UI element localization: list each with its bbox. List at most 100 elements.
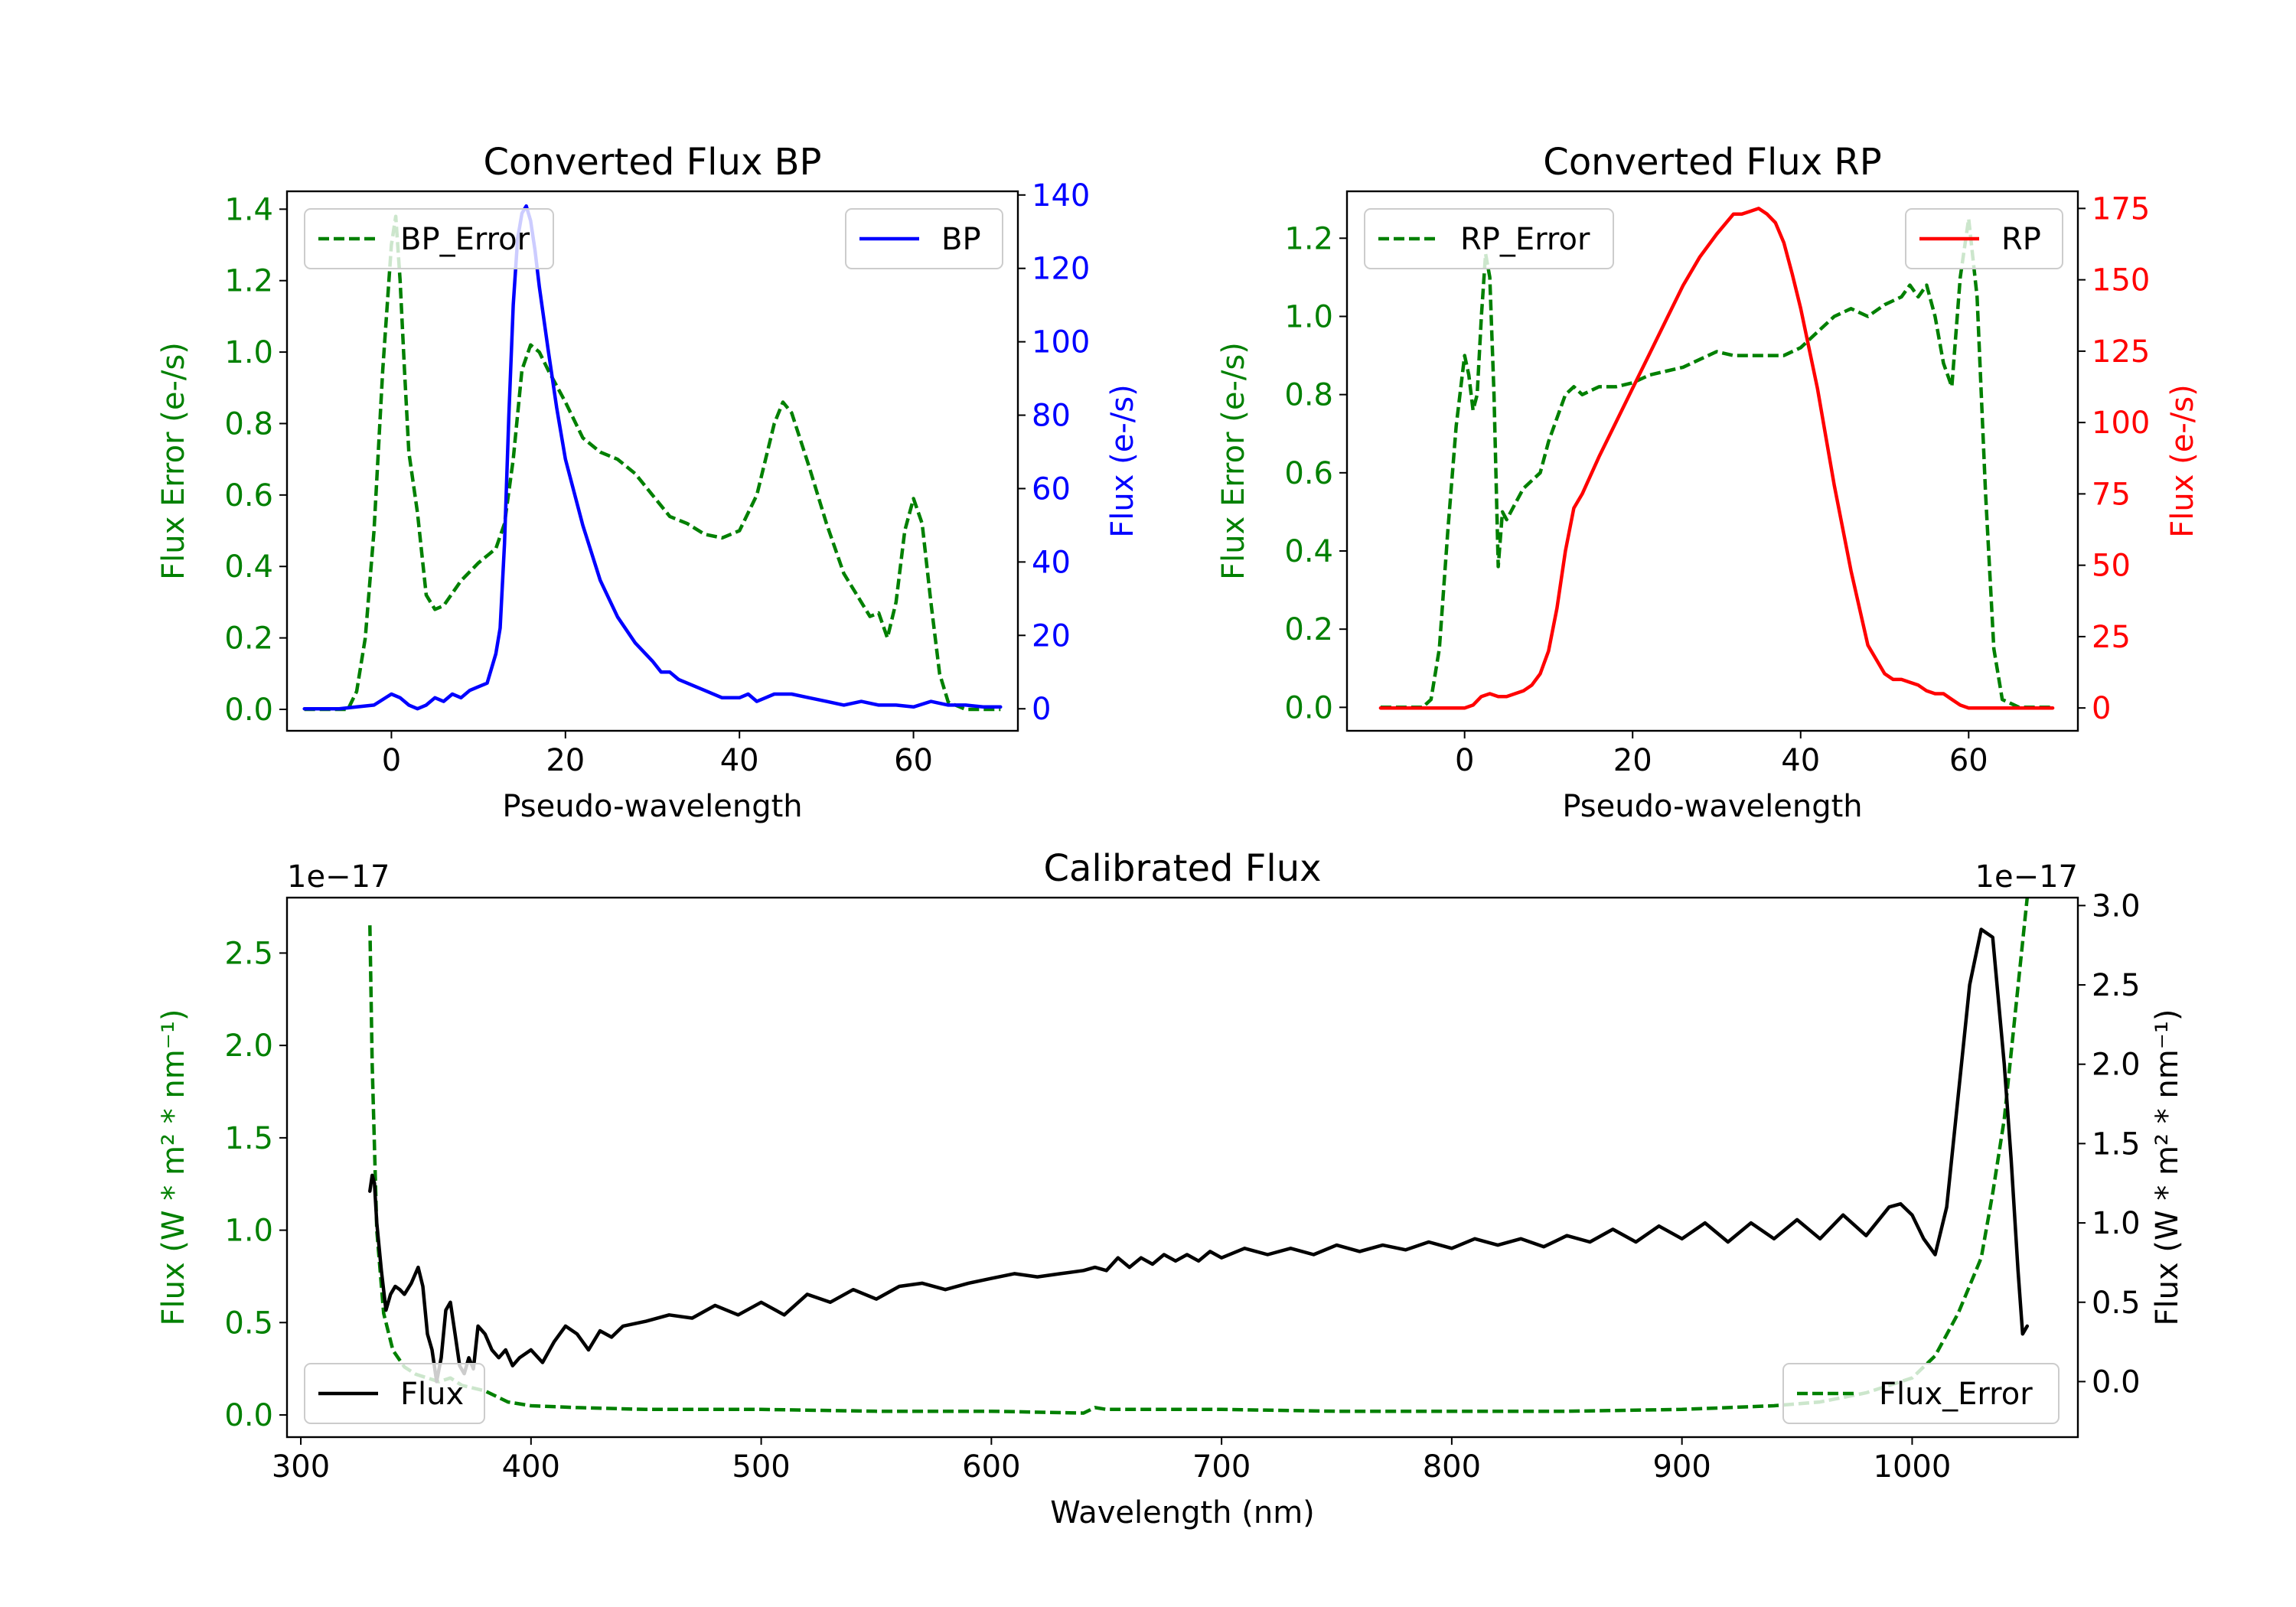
x-axis-label: Pseudo-wavelength (502, 789, 802, 824)
legend-box (1905, 208, 2063, 269)
y-left-tick-label: 1.2 (1284, 221, 1333, 256)
y-right-tick-label: 2.0 (2092, 1048, 2141, 1083)
y-right-tick-label: 25 (2092, 620, 2131, 655)
y-right-tick-label: 0.5 (2092, 1286, 2141, 1321)
x-tick-label: 60 (1949, 743, 1988, 778)
x-tick-label: 500 (732, 1449, 790, 1485)
x-tick-label: 60 (894, 743, 933, 778)
y-right-tick-label: 80 (1032, 399, 1071, 434)
x-tick-label: 300 (272, 1449, 330, 1485)
y-left-tick-label: 0.8 (224, 406, 273, 442)
y-left-tick-label: 0.6 (224, 478, 273, 513)
y-right-tick-label: 20 (1032, 618, 1071, 654)
chart-rp: 0 20 40 60 0.0 0.2 0.4 0.6 0.8 1.0 1.2 0 25 50 75 100 12… (1216, 141, 2200, 824)
y-right-tick-label: 0.0 (2092, 1364, 2141, 1400)
y-left-tick-label: 0.2 (1284, 612, 1333, 647)
legend-box (845, 208, 1003, 269)
legend-error: BP_Error (304, 208, 554, 269)
y-left-tick-label: 1.4 (224, 192, 273, 227)
chart-title: Converted Flux RP (1543, 141, 1881, 184)
y-right-tick-label: 0 (1032, 692, 1051, 727)
y-left-tick-label: 0.5 (224, 1305, 273, 1341)
legend-box (1364, 208, 1614, 269)
y-right-tick-label: 60 (1032, 471, 1071, 507)
y-right-tick-label: 50 (2092, 549, 2131, 584)
legend-box (304, 1363, 485, 1424)
series-line-bp-error (304, 214, 1001, 712)
y-right-tick-label: 2.5 (2092, 968, 2141, 1003)
series-line-flux (368, 927, 2030, 1384)
series-line-bp (302, 204, 1003, 711)
series-line-flux-error (368, 898, 2030, 1415)
chart-calibrated: 300 400 500 600 700 800 900 1000 0.0 0.5 1.0 1.5 2.0… (156, 847, 2185, 1530)
y-left-tick-label: 1.0 (1284, 299, 1333, 334)
chart-bp: 0 20 40 60 0.0 0.2 0.4 0.6 0.8 1.0 1.2 1.4 0 20 40 60 80… (156, 141, 1140, 824)
x-axis-label: Wavelength (nm) (1050, 1495, 1315, 1530)
y-left-axis-label: Flux Error (e-/s) (1216, 342, 1251, 580)
axes-frame (285, 190, 1019, 732)
y-right-tick-label: 0 (2092, 691, 2111, 726)
legend-flux: Flux (304, 1363, 485, 1424)
x-tick-label: 1000 (1874, 1449, 1952, 1485)
y-left-tick-label: 1.2 (224, 264, 273, 299)
y-right-tick-label: 100 (2092, 406, 2150, 441)
legend-flux-error: Flux_Error (1782, 1363, 2060, 1424)
y-right-tick-label: 125 (2092, 334, 2150, 370)
x-tick-label: 20 (546, 743, 585, 778)
y-right-tick-label: 3.0 (2092, 888, 2141, 924)
legend-label: RP (2001, 222, 2041, 257)
x-axis-label: Pseudo-wavelength (1562, 789, 1862, 824)
series-line-rp-error (1380, 217, 2053, 709)
y-left-tick-label: 0.4 (224, 549, 273, 585)
x-tick-label: 40 (1781, 743, 1820, 778)
y-left-scale-label: 1e−17 (287, 859, 390, 895)
x-tick-label: 40 (720, 743, 759, 778)
y-right-tick-label: 140 (1032, 178, 1090, 214)
y-right-axis-label: Flux (W * m² * nm⁻¹) (2150, 1009, 2185, 1326)
y-right-axis-label: Flux (e-/s) (2165, 384, 2200, 537)
chart-title: Converted Flux BP (484, 141, 822, 184)
y-left-tick-label: 0.8 (1284, 378, 1333, 413)
legend-flux: BP (845, 208, 1003, 269)
y-right-tick-label: 175 (2092, 191, 2150, 227)
legend-box (304, 208, 554, 269)
x-tick-label: 0 (1455, 743, 1474, 778)
y-left-axis-label: Flux Error (e-/s) (156, 342, 191, 580)
legend-label: Flux (400, 1377, 464, 1412)
y-left-tick-label: 1.5 (224, 1121, 273, 1156)
y-left-tick-label: 0.0 (224, 693, 273, 728)
legend-box (1782, 1363, 2060, 1424)
y-right-axis-label: Flux (e-/s) (1105, 384, 1140, 537)
x-tick-label: 20 (1613, 743, 1652, 778)
y-right-tick-label: 120 (1032, 252, 1090, 287)
x-tick-label: 900 (1652, 1449, 1711, 1485)
x-tick-label: 700 (1192, 1449, 1251, 1485)
chart-title: Calibrated Flux (1043, 847, 1321, 890)
x-tick-label: 0 (382, 743, 401, 778)
legend-error: RP_Error (1364, 208, 1614, 269)
legend-label: BP (941, 222, 981, 257)
y-left-tick-label: 0.2 (224, 621, 273, 657)
y-right-tick-label: 1.5 (2092, 1126, 2141, 1162)
legend-label: Flux_Error (1879, 1377, 2033, 1412)
x-tick-label: 600 (962, 1449, 1020, 1485)
y-left-tick-label: 0.4 (1284, 534, 1333, 569)
y-right-tick-label: 150 (2092, 263, 2150, 298)
y-left-axis-label: Flux (W * m² * nm⁻¹) (156, 1009, 191, 1326)
y-right-tick-label: 100 (1032, 325, 1090, 360)
y-left-tick-label: 0.0 (224, 1398, 273, 1433)
y-right-tick-label: 75 (2092, 477, 2131, 512)
y-left-tick-label: 0.6 (1284, 456, 1333, 491)
axes-frame (285, 896, 2079, 1439)
legend-label: RP_Error (1460, 222, 1590, 257)
y-left-tick-label: 2.5 (224, 936, 273, 971)
legend-label: BP_Error (400, 222, 530, 257)
x-tick-label: 800 (1423, 1449, 1481, 1485)
legend-flux: RP (1905, 208, 2063, 269)
y-right-tick-label: 1.0 (2092, 1206, 2141, 1241)
y-left-tick-label: 1.0 (224, 335, 273, 370)
y-left-tick-label: 0.0 (1284, 690, 1333, 725)
axes-frame (1345, 190, 2079, 732)
y-right-tick-label: 40 (1032, 545, 1071, 580)
